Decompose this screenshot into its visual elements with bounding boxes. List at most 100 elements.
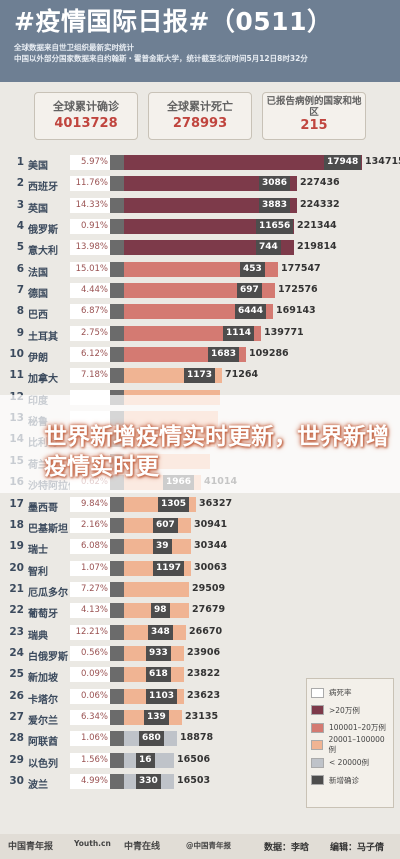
fatality-rate: 6.08% — [70, 539, 110, 555]
legend: 病死率 >20万例 100001–20万例 20001–100000例 < 20000例… — [306, 678, 394, 808]
new-cases-label: 11656 — [256, 219, 294, 235]
stat-value: 4013728 — [54, 116, 118, 131]
country-name: 美国 — [28, 161, 48, 172]
stat-value: 278993 — [172, 116, 228, 131]
legend-swatch — [311, 687, 324, 698]
legend-item: 20001–100000例 — [311, 735, 389, 754]
logo-zqzx: 中青在线 — [124, 842, 161, 852]
rate-bar-marker — [110, 368, 124, 384]
total-cases: 169143 — [276, 305, 316, 317]
total-cases: 30063 — [194, 561, 228, 573]
table-row: 5 意大利 13.98% 744 219814 — [0, 237, 400, 258]
rank-number: 26 — [9, 689, 24, 702]
country-name: 瑞士 — [28, 545, 48, 557]
fatality-rate: 0.91% — [70, 219, 110, 235]
legend-label: >20万例 — [329, 705, 360, 715]
fatality-rate: 7.27% — [70, 581, 110, 597]
rate-bar-marker — [110, 645, 124, 661]
total-cases: 71264 — [225, 369, 259, 381]
rate-bar-marker — [110, 240, 124, 256]
cases-bar — [124, 155, 362, 170]
rate-bar-marker — [110, 261, 124, 277]
table-row: 17 墨西哥 9.84% 1305 36327 — [0, 494, 400, 515]
logo-cyol: 中国青年报 — [8, 842, 54, 852]
rate-bar-marker — [110, 517, 124, 533]
rate-bar-marker — [110, 283, 124, 299]
table-row: 29 以色列 1.56% 16 16506 — [0, 750, 400, 771]
fatality-rate: 0.06% — [70, 688, 110, 704]
legend-swatch — [311, 722, 324, 733]
total-cases: 16503 — [177, 774, 211, 786]
new-cases-label: 39 — [153, 539, 172, 555]
rank-number: 10 — [9, 348, 24, 361]
rate-bar-marker — [110, 197, 124, 213]
rank-number: 29 — [9, 753, 24, 766]
fatality-rate: 4.44% — [70, 283, 110, 299]
fatality-rate: 7.18% — [70, 368, 110, 384]
weibo-handle: @中国青年报 — [186, 841, 231, 850]
table-row: 7 德国 4.44% 697 172576 — [0, 280, 400, 301]
total-cases: 177547 — [281, 262, 321, 274]
editor-credit: 编辑：马子倩 — [330, 843, 385, 853]
fatality-rate: 13.98% — [70, 240, 110, 256]
new-cases-label: 1114 — [223, 325, 255, 341]
overlay-banner[interactable]: 世界新增疫情实时更新，世界新增疫情实时更 — [0, 395, 400, 493]
total-cases: 1347151 — [365, 156, 400, 167]
country-name: 卡塔尔 — [28, 694, 58, 706]
table-row: 20 智利 1.07% 1197 30063 — [0, 558, 400, 579]
total-cases: 23623 — [187, 689, 221, 701]
table-row: 2 西班牙 11.76% 3086 227436 — [0, 173, 400, 194]
new-cases-label: 6444 — [235, 304, 267, 320]
total-cases: 23135 — [185, 710, 219, 722]
cases-bar — [124, 197, 297, 213]
stat-total-confirmed: 全球累计确诊 4013728 — [34, 92, 138, 140]
data-credit: 数据：李晗 — [264, 843, 310, 853]
fatality-rate: 6.12% — [70, 347, 110, 363]
source-note: 全球数据来自世卫组织最新实时统计 中国以外部分国家数据来自约翰斯・霍普金斯大学，… — [14, 42, 390, 64]
header: #疫情国际日报#（0511） 全球数据来自世卫组织最新实时统计 中国以外部分国家… — [0, 0, 400, 82]
country-name: 伊朗 — [28, 353, 48, 365]
new-cases-label: 3086 — [259, 176, 291, 192]
new-cases-label: 453 — [240, 261, 265, 277]
country-name: 意大利 — [28, 246, 58, 258]
stat-countries: 已报告病例的国家和地区 215 — [262, 92, 366, 140]
total-cases: 23906 — [187, 646, 221, 658]
summary-stats: 全球累计确诊 4013728 全球累计死亡 278993 已报告病例的国家和地区… — [0, 82, 400, 148]
legend-label: < 20000例 — [329, 758, 370, 768]
total-cases: 30344 — [194, 540, 228, 552]
fatality-rate: 2.16% — [70, 517, 110, 533]
rate-bar-marker — [110, 560, 124, 576]
country-name: 加拿大 — [28, 374, 58, 386]
total-cases: 221344 — [297, 220, 337, 232]
rank-number: 19 — [9, 540, 24, 553]
total-cases: 27679 — [192, 604, 226, 616]
logo-youth: Youth.cn — [74, 839, 111, 848]
source-line-1: 全球数据来自世卫组织最新实时统计 — [14, 43, 134, 52]
rank-number: 21 — [9, 582, 24, 595]
rate-bar-marker — [110, 496, 124, 512]
country-name: 波兰 — [28, 779, 48, 791]
new-cases-label: 1197 — [153, 560, 185, 576]
rank-number: 3 — [16, 198, 24, 211]
rank-number: 22 — [9, 604, 24, 617]
table-row: 22 葡萄牙 4.13% 98 27679 — [0, 600, 400, 621]
new-cases-label: 1173 — [184, 368, 216, 384]
rate-bar-marker — [110, 176, 124, 192]
table-row: 23 瑞典 12.21% 348 26670 — [0, 622, 400, 643]
stat-label: 已报告病例的国家和地区 — [266, 96, 362, 118]
new-cases-label: 330 — [136, 773, 161, 789]
rank-number: 28 — [9, 732, 24, 745]
stat-label: 全球累计确诊 — [53, 100, 119, 113]
rank-number: 27 — [9, 710, 24, 723]
rate-bar-marker — [110, 603, 124, 619]
legend-item: >20万例 — [311, 702, 389, 720]
new-cases-label: 618 — [146, 667, 171, 683]
total-cases: 219814 — [297, 241, 337, 253]
legend-swatch — [311, 775, 324, 786]
legend-swatch — [311, 705, 324, 716]
table-row: 24 白俄罗斯 0.56% 933 23906 — [0, 643, 400, 664]
total-cases: 224332 — [300, 198, 340, 210]
country-name: 瑞典 — [28, 630, 48, 642]
banner-text[interactable]: 世界新增疫情实时更新，世界新增疫情实时更 — [44, 424, 389, 480]
rank-number: 5 — [16, 241, 24, 254]
